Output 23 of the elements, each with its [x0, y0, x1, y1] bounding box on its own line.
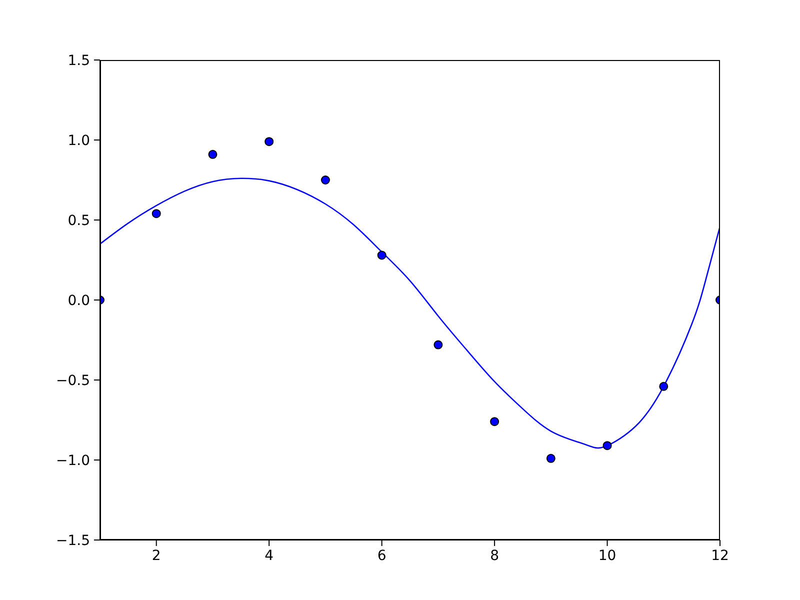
point [602, 441, 612, 450]
x-tick-label: 2 [152, 548, 161, 564]
point [490, 417, 500, 426]
point [377, 250, 386, 260]
point [264, 137, 274, 146]
y-tick-label: −1.5 [56, 532, 90, 549]
point [208, 150, 218, 159]
y-tick-label: 1.5 [68, 52, 90, 69]
y-tick-label: 0.5 [68, 212, 90, 229]
point [152, 209, 161, 218]
x-tick-label: 10 [598, 548, 616, 564]
y-tick-label: 1.0 [68, 132, 90, 149]
x-tick-label: 4 [264, 548, 274, 564]
y-tick-label: −0.5 [56, 372, 90, 389]
x-tick-label: 12 [711, 548, 729, 564]
x-tick-label: 6 [377, 548, 386, 564]
point [659, 382, 668, 391]
y-tick-label: 0.0 [68, 292, 90, 309]
y-tick-label: −1.0 [56, 452, 90, 469]
x-tick-label: 8 [490, 548, 500, 564]
point [546, 454, 556, 463]
point [434, 340, 443, 350]
point [320, 176, 330, 184]
